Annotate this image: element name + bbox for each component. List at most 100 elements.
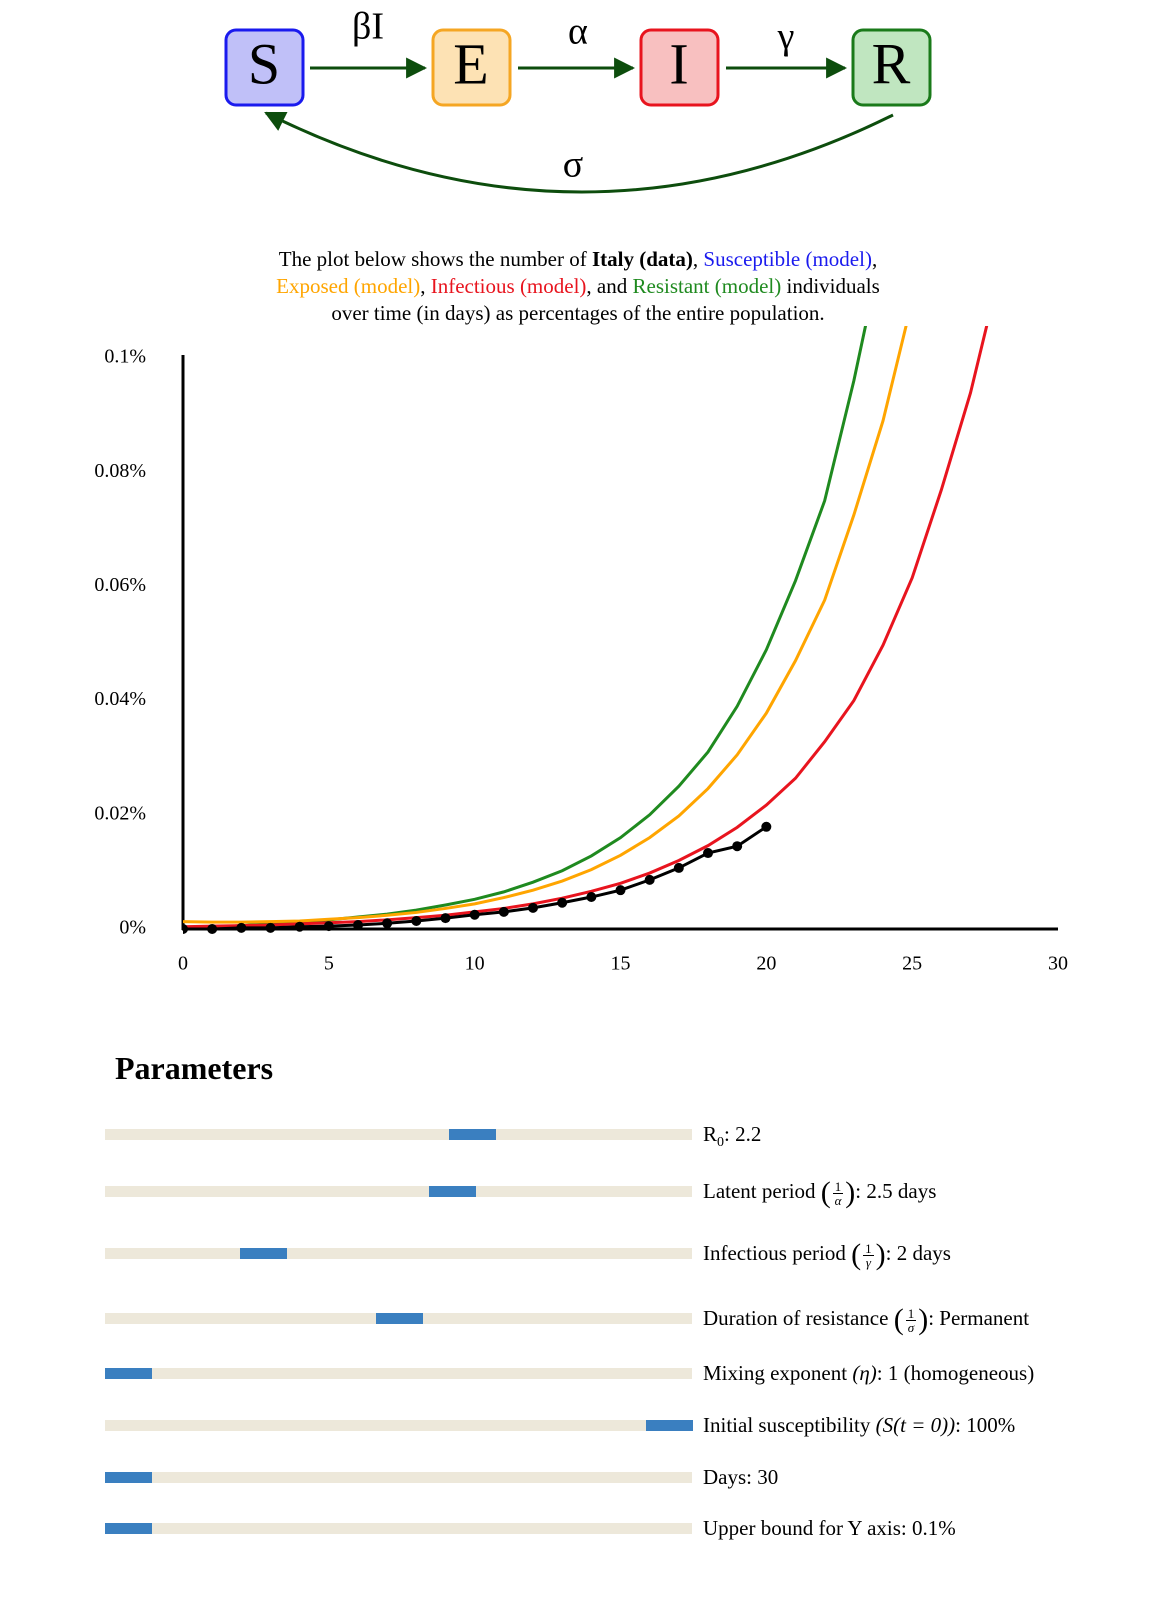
slider-thumb[interactable]: [376, 1313, 423, 1324]
data-point: [207, 924, 218, 934]
plot-area: [183, 326, 989, 934]
series-line: [183, 326, 908, 924]
numerator: 1: [905, 1305, 917, 1321]
legend-entry: Resistant (model): [632, 274, 782, 298]
data-point: [183, 924, 188, 934]
data-point: [469, 909, 480, 920]
figure: S E I R βI α γ σ 0 5 10 15 20 25 30 0% 0.02% 0.04…: [94, 6, 1068, 975]
label-text: R: [703, 1122, 718, 1146]
parameter-value: 1 (homogeneous): [887, 1361, 1035, 1385]
legend-entry: Italy (data): [591, 247, 693, 271]
text: ,: [692, 247, 704, 271]
series-line: [183, 326, 989, 929]
label-text: Latent period: [703, 1179, 821, 1203]
y-tick-label: 0%: [119, 917, 146, 939]
legend-entry: Infectious (model): [430, 274, 587, 298]
parameter-value: 2.2: [735, 1122, 762, 1146]
section-title: Parameters: [115, 1050, 274, 1086]
separator: :: [885, 1241, 897, 1265]
legend-entry: Exposed (model): [276, 274, 421, 298]
slider-track[interactable]: [105, 1129, 692, 1140]
slider-track[interactable]: [105, 1472, 692, 1483]
parameter-row: Infectious period (1 γ): 2 days: [105, 1238, 1145, 1270]
parameter-value: 0.1%: [912, 1516, 956, 1540]
y-tick-label: 0.02%: [94, 802, 146, 824]
slider-thumb[interactable]: [646, 1420, 693, 1431]
numerator: 1: [832, 1178, 844, 1194]
denominator: σ: [907, 1319, 915, 1335]
paren: (: [893, 1303, 904, 1337]
slider-track[interactable]: [105, 1186, 692, 1197]
diagram: S E I R βI α γ σ: [224, 6, 932, 194]
slider-track[interactable]: [105, 1313, 692, 1324]
slider-track[interactable]: [105, 1368, 692, 1379]
data-point: [644, 874, 655, 885]
label-text: Duration of resistance: [703, 1306, 894, 1330]
edge-label: σ: [563, 144, 583, 186]
node-box: [639, 28, 720, 107]
data-point: [498, 906, 509, 917]
data-point: [615, 885, 626, 896]
slider-track[interactable]: [105, 1420, 693, 1431]
parameter-label: Mixing exponent (η): 1 (homogeneous): [703, 1358, 1034, 1388]
parameter-label: Infectious period (1 γ): 2 days: [703, 1238, 951, 1270]
parameter-label: Duration of resistance (1 σ): Permanent: [703, 1303, 1029, 1335]
slider-track[interactable]: [105, 1248, 692, 1259]
separator: :: [900, 1516, 912, 1540]
parameter-value: 100%: [966, 1413, 1016, 1437]
x-tick-label: 0: [178, 953, 188, 975]
label-text: Upper bound for Y axis: [703, 1516, 901, 1540]
parameter-label: Latent period (1 α): 2.5 days: [703, 1176, 936, 1208]
arrow: [264, 111, 894, 194]
numerator: 1: [863, 1240, 874, 1256]
paren: (: [851, 1238, 862, 1272]
separator: :: [928, 1306, 940, 1330]
parameter-row: R0: 2.2: [105, 1119, 1145, 1150]
parameter-row: Days: 30: [105, 1462, 1145, 1492]
data-point: [353, 920, 363, 931]
data-point: [673, 862, 684, 873]
data-point: [323, 921, 334, 932]
x-tick-label: 30: [1048, 953, 1068, 975]
label-text: Initial susceptibility: [703, 1413, 876, 1437]
slider-thumb[interactable]: [105, 1472, 152, 1483]
symbol: (η): [852, 1361, 877, 1385]
parameter-label: Upper bound for Y axis: 0.1%: [703, 1513, 956, 1543]
node-label: E: [453, 31, 488, 96]
slider-thumb[interactable]: [240, 1248, 287, 1259]
node-box: [431, 28, 512, 107]
label-text: Infectious period: [703, 1241, 852, 1265]
slider-thumb[interactable]: [105, 1368, 152, 1379]
x-tick-label: 15: [611, 953, 631, 975]
label-text: Mixing exponent: [703, 1361, 853, 1385]
text: individuals: [781, 274, 880, 298]
data-point: [557, 897, 568, 908]
x-tick-label: 25: [902, 953, 922, 975]
subscript: 0: [717, 1135, 725, 1151]
denominator: α: [834, 1192, 842, 1208]
legend-entry: Susceptible (model): [703, 247, 872, 271]
label-text: Days: [703, 1465, 747, 1489]
text: , and: [586, 274, 633, 298]
slider-thumb[interactable]: [429, 1186, 476, 1197]
separator: :: [724, 1122, 736, 1146]
node-label: R: [872, 31, 911, 96]
edge-label: βI: [352, 6, 384, 48]
slider-track[interactable]: [105, 1523, 692, 1534]
data-point: [236, 922, 247, 933]
parameter-row: Duration of resistance (1 σ): Permanent: [105, 1303, 1145, 1335]
data-point: [294, 921, 305, 932]
parameter-label: R0: 2.2: [703, 1119, 761, 1158]
slider-thumb[interactable]: [449, 1129, 496, 1140]
text: ,: [420, 274, 431, 298]
slider-thumb[interactable]: [105, 1523, 152, 1534]
y-tick-label: 0.1%: [104, 346, 146, 368]
node-label: I: [669, 31, 688, 96]
parameter-value: Permanent: [939, 1306, 1030, 1330]
paren: ): [918, 1303, 929, 1337]
paren: ): [875, 1238, 886, 1272]
node-label: S: [248, 31, 280, 96]
